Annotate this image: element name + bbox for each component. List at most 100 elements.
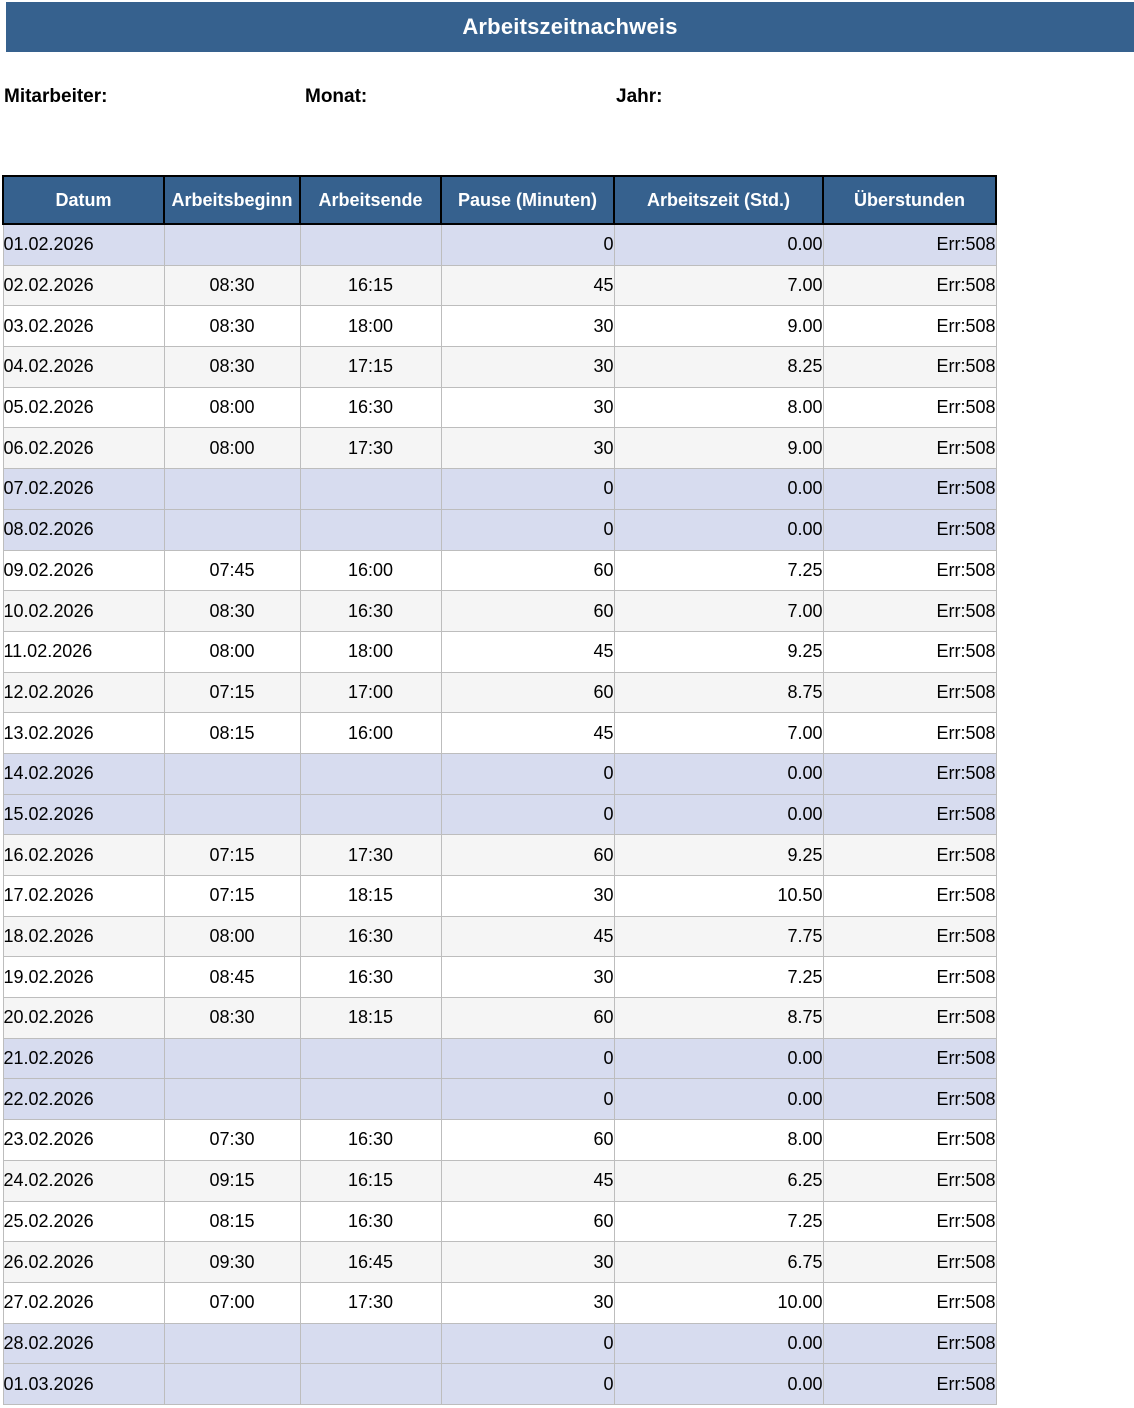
table-header: Datum Arbeitsbeginn Arbeitsende Pause (M… xyxy=(2,175,997,225)
table-row: 25.02.2026 08:15 16:30 60 7.25 Err:508 xyxy=(2,1200,997,1243)
hours-cell: 0.00 xyxy=(613,468,824,510)
column-header-pause: Pause (Minuten) xyxy=(440,175,615,225)
pause-cell: 45 xyxy=(440,712,615,754)
table-row: 18.02.2026 08:00 16:30 45 7.75 Err:508 xyxy=(2,915,997,958)
page-title: Arbeitszeitnachweis xyxy=(462,14,678,39)
monat-label: Monat: xyxy=(305,86,368,107)
overtime-cell: Err:508 xyxy=(822,1281,997,1324)
overtime-cell: Err:508 xyxy=(822,1078,997,1121)
date-cell: 20.02.2026 xyxy=(2,997,165,1039)
pause-cell: 0 xyxy=(440,508,615,551)
table-row: 10.02.2026 08:30 16:30 60 7.00 Err:508 xyxy=(2,590,997,632)
begin-cell: 07:15 xyxy=(163,671,301,714)
overtime-cell: Err:508 xyxy=(822,1322,997,1365)
pause-cell: 30 xyxy=(440,875,615,917)
hours-cell: 8.75 xyxy=(613,997,824,1039)
begin-cell: 08:15 xyxy=(163,1200,301,1243)
date-cell: 26.02.2026 xyxy=(2,1241,165,1283)
begin-cell xyxy=(163,752,301,795)
end-cell: 16:00 xyxy=(299,712,442,754)
begin-cell: 08:00 xyxy=(163,915,301,958)
end-cell: 16:30 xyxy=(299,1200,442,1243)
pause-cell: 60 xyxy=(440,549,615,592)
overtime-cell: Err:508 xyxy=(822,793,997,836)
end-cell xyxy=(299,223,442,266)
table-row: 21.02.2026 0 0.00 Err:508 xyxy=(2,1037,997,1080)
date-cell: 03.02.2026 xyxy=(2,305,165,348)
begin-cell: 08:30 xyxy=(163,346,301,388)
date-cell: 06.02.2026 xyxy=(2,427,165,470)
date-cell: 12.02.2026 xyxy=(2,671,165,714)
overtime-cell: Err:508 xyxy=(822,223,997,266)
end-cell xyxy=(299,1078,442,1121)
hours-cell: 10.00 xyxy=(613,1281,824,1324)
begin-cell: 07:15 xyxy=(163,834,301,876)
begin-cell xyxy=(163,1363,301,1405)
overtime-cell: Err:508 xyxy=(822,264,997,307)
end-cell: 18:00 xyxy=(299,630,442,673)
overtime-cell: Err:508 xyxy=(822,752,997,795)
column-header-arbeitsende: Arbeitsende xyxy=(299,175,442,225)
table-row: 06.02.2026 08:00 17:30 30 9.00 Err:508 xyxy=(2,427,997,470)
begin-cell: 09:30 xyxy=(163,1241,301,1283)
column-header-datum: Datum xyxy=(2,175,165,225)
pause-cell: 60 xyxy=(440,671,615,714)
hours-cell: 0.00 xyxy=(613,1078,824,1121)
pause-cell: 60 xyxy=(440,590,615,632)
date-cell: 25.02.2026 xyxy=(2,1200,165,1243)
date-cell: 07.02.2026 xyxy=(2,468,165,510)
begin-cell xyxy=(163,793,301,836)
table-row: 16.02.2026 07:15 17:30 60 9.25 Err:508 xyxy=(2,834,997,876)
end-cell xyxy=(299,752,442,795)
begin-cell: 07:00 xyxy=(163,1281,301,1324)
date-cell: 22.02.2026 xyxy=(2,1078,165,1121)
pause-cell: 60 xyxy=(440,1200,615,1243)
date-cell: 08.02.2026 xyxy=(2,508,165,551)
hours-cell: 0.00 xyxy=(613,752,824,795)
date-cell: 24.02.2026 xyxy=(2,1159,165,1202)
table-row: 05.02.2026 08:00 16:30 30 8.00 Err:508 xyxy=(2,386,997,429)
column-header-arbeitsbeginn: Arbeitsbeginn xyxy=(163,175,301,225)
hours-cell: 7.00 xyxy=(613,264,824,307)
end-cell xyxy=(299,793,442,836)
end-cell: 16:30 xyxy=(299,386,442,429)
table-row: 09.02.2026 07:45 16:00 60 7.25 Err:508 xyxy=(2,549,997,592)
hours-cell: 0.00 xyxy=(613,1322,824,1365)
hours-cell: 9.25 xyxy=(613,630,824,673)
pause-cell: 0 xyxy=(440,1363,615,1405)
hours-cell: 7.25 xyxy=(613,1200,824,1243)
overtime-cell: Err:508 xyxy=(822,915,997,958)
begin-cell: 08:00 xyxy=(163,427,301,470)
date-cell: 28.02.2026 xyxy=(2,1322,165,1365)
pause-cell: 30 xyxy=(440,386,615,429)
overtime-cell: Err:508 xyxy=(822,590,997,632)
date-cell: 17.02.2026 xyxy=(2,875,165,917)
date-cell: 13.02.2026 xyxy=(2,712,165,754)
begin-cell: 08:45 xyxy=(163,956,301,999)
date-cell: 01.03.2026 xyxy=(2,1363,165,1405)
begin-cell xyxy=(163,468,301,510)
hours-cell: 7.75 xyxy=(613,915,824,958)
date-cell: 01.02.2026 xyxy=(2,223,165,266)
table-row: 12.02.2026 07:15 17:00 60 8.75 Err:508 xyxy=(2,671,997,714)
date-cell: 27.02.2026 xyxy=(2,1281,165,1324)
end-cell: 17:30 xyxy=(299,834,442,876)
table-row: 07.02.2026 0 0.00 Err:508 xyxy=(2,468,997,510)
jahr-label: Jahr: xyxy=(616,86,663,107)
begin-cell xyxy=(163,508,301,551)
hours-cell: 0.00 xyxy=(613,1363,824,1405)
end-cell: 17:15 xyxy=(299,346,442,388)
overtime-cell: Err:508 xyxy=(822,508,997,551)
begin-cell xyxy=(163,223,301,266)
begin-cell: 08:15 xyxy=(163,712,301,754)
pause-cell: 0 xyxy=(440,1037,615,1080)
begin-cell: 07:15 xyxy=(163,875,301,917)
end-cell: 16:30 xyxy=(299,590,442,632)
begin-cell: 07:30 xyxy=(163,1119,301,1161)
end-cell: 16:45 xyxy=(299,1241,442,1283)
begin-cell xyxy=(163,1078,301,1121)
end-cell: 16:30 xyxy=(299,915,442,958)
table-row: 03.02.2026 08:30 18:00 30 9.00 Err:508 xyxy=(2,305,997,348)
table-row: 20.02.2026 08:30 18:15 60 8.75 Err:508 xyxy=(2,997,997,1039)
pause-cell: 0 xyxy=(440,223,615,266)
